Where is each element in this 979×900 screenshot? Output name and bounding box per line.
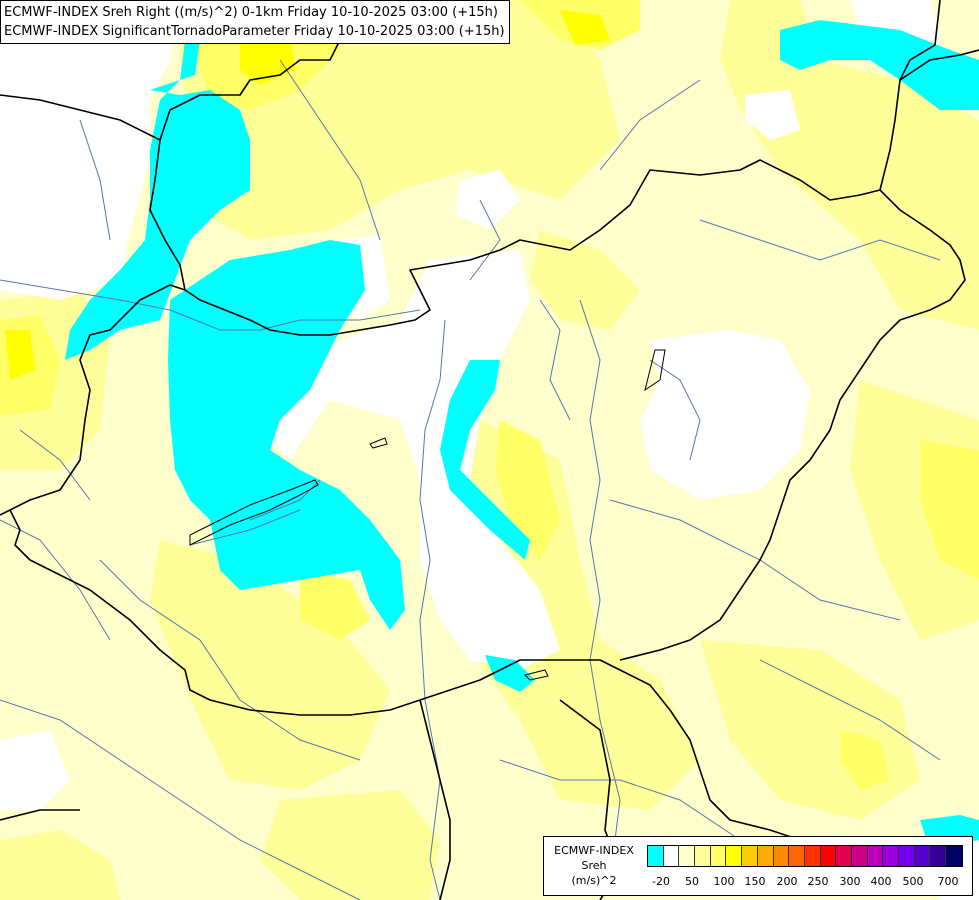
legend-title-line1: ECMWF-INDEX — [554, 844, 634, 857]
legend-tick-label: -20 — [652, 875, 670, 888]
legend-tick-label: 200 — [776, 875, 798, 888]
legend-swatch — [679, 846, 696, 866]
legend-title-line3: (m/s)^2 — [571, 874, 617, 887]
legend-swatch — [946, 846, 962, 866]
legend-tick-label: 100 — [713, 875, 735, 888]
rivers — [0, 59, 941, 900]
legend-title: ECMWF-INDEX Sreh (m/s)^2 — [546, 843, 642, 888]
legend-swatch — [757, 846, 774, 866]
legend-swatch — [695, 846, 711, 866]
zone-cyan — [65, 0, 979, 850]
zone-strong-yellow — [5, 10, 610, 380]
legend-swatch — [789, 846, 805, 866]
legend-swatch — [726, 846, 743, 866]
legend-tick-label: 500 — [902, 875, 924, 888]
legend-swatch — [914, 846, 931, 866]
legend-title-line2: Sreh — [581, 859, 607, 872]
legend-tick-label: 400 — [870, 875, 892, 888]
legend-swatch — [804, 846, 821, 866]
legend-swatch — [930, 846, 947, 866]
legend-tick-label: 250 — [807, 875, 829, 888]
lakes — [189, 349, 666, 681]
title-sreh: ECMWF-INDEX Sreh Right ((m/s)^2) 0-1km F… — [4, 5, 498, 20]
legend-tick-label: 300 — [839, 875, 861, 888]
legend-swatch — [773, 846, 790, 866]
legend-swatch — [883, 846, 899, 866]
legend-tick-label: 50 — [685, 875, 699, 888]
legend-swatch — [820, 846, 837, 866]
legend-color-bar — [647, 845, 963, 867]
legend-swatch — [663, 846, 680, 866]
legend-tick-label: 150 — [744, 875, 766, 888]
legend-swatch — [851, 846, 868, 866]
legend-swatch — [742, 846, 758, 866]
legend-swatch — [899, 846, 915, 866]
color-legend: ECMWF-INDEX Sreh (m/s)^2 -20 50 100 150 200 2… — [543, 836, 973, 896]
map-title-box: ECMWF-INDEX Sreh Right ((m/s)^2) 0-1km F… — [0, 0, 510, 44]
title-stp: ECMWF-INDEX SignificantTornadoParameter … — [4, 24, 505, 39]
legend-tick-label: 700 — [937, 875, 959, 888]
legend-swatch — [710, 846, 727, 866]
legend-swatch — [648, 846, 664, 866]
legend-swatch — [836, 846, 852, 866]
legend-swatch — [867, 846, 884, 866]
